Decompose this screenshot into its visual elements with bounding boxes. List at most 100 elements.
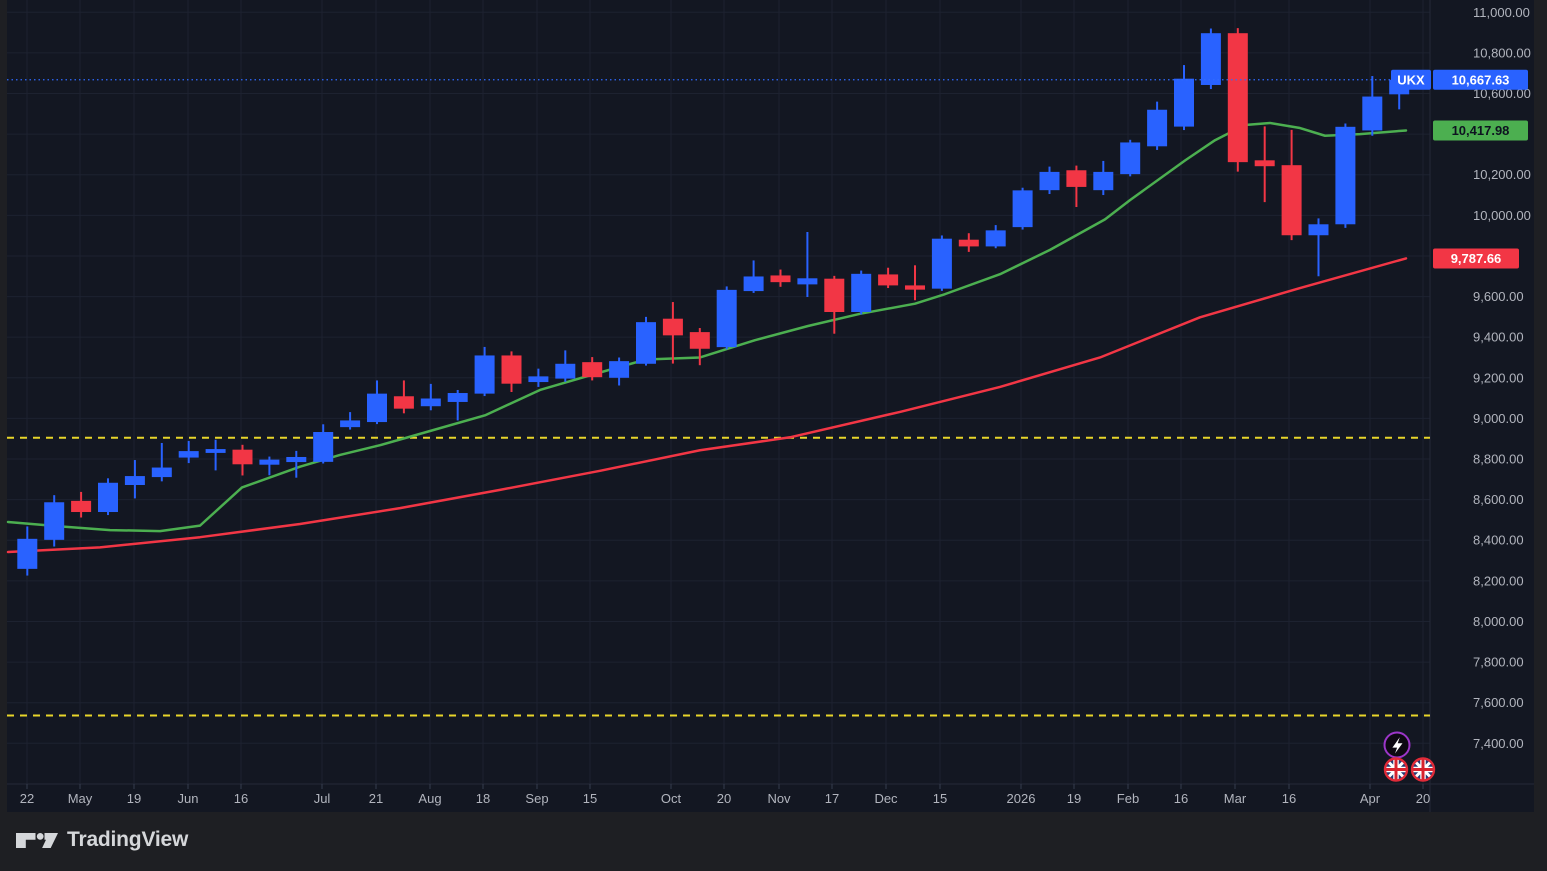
time-axis-label: 19 <box>127 791 141 806</box>
candle-down[interactable] <box>1281 129 1302 241</box>
candles-series <box>17 28 1410 576</box>
time-axis-label: Mar <box>1224 791 1247 806</box>
price-axis-label: 8,400.00 <box>1473 533 1524 548</box>
candle-up[interactable] <box>1362 76 1383 136</box>
candle-body <box>205 449 226 453</box>
candle-up[interactable] <box>716 286 737 350</box>
candle-body <box>743 276 764 292</box>
tradingview-logo[interactable]: TradingView <box>16 828 188 852</box>
candle-up[interactable] <box>1120 139 1141 177</box>
candle-up[interactable] <box>124 460 145 499</box>
candle-body <box>985 230 1006 247</box>
candle-down[interactable] <box>770 269 791 287</box>
candle-body <box>905 285 925 290</box>
candle-body <box>958 239 979 247</box>
chart-widget-background <box>7 0 1534 812</box>
uk-flag-ring <box>1383 757 1409 782</box>
candle-up[interactable] <box>447 389 468 421</box>
candle-body <box>555 363 576 379</box>
symbol-badge-text: UKX <box>1397 72 1425 87</box>
candle-body <box>1012 190 1033 228</box>
candle-body <box>474 355 495 394</box>
symbol-badge: UKX <box>1391 69 1431 90</box>
candle-down[interactable] <box>1227 28 1248 172</box>
candle-up[interactable] <box>1012 187 1033 230</box>
price-axis[interactable]: 11,000.0010,800.0010,600.0010,200.0010,0… <box>1473 5 1531 751</box>
candle-up[interactable] <box>1308 218 1329 277</box>
candle-up[interactable] <box>44 495 65 547</box>
time-axis-label: 2026 <box>1007 791 1036 806</box>
candle-up[interactable] <box>609 357 630 386</box>
candle-up[interactable] <box>851 270 872 315</box>
candle-up[interactable] <box>1335 123 1356 228</box>
candle-down[interactable] <box>689 328 710 366</box>
candle-down[interactable] <box>232 444 253 476</box>
time-axis-label: 18 <box>476 791 490 806</box>
candle-up[interactable] <box>931 235 952 291</box>
candle-up[interactable] <box>1147 101 1168 150</box>
ma-slow-line[interactable] <box>6 257 1408 554</box>
candle-up[interactable] <box>178 440 199 464</box>
candle-down[interactable] <box>958 233 979 252</box>
candle-up[interactable] <box>797 231 818 297</box>
candle-down[interactable] <box>824 275 845 334</box>
candle-up[interactable] <box>286 450 307 478</box>
tradingview-logo-text: TradingView <box>67 828 189 851</box>
price-axis-label: 10,200.00 <box>1473 167 1531 182</box>
uk-flag-icon[interactable] <box>1383 757 1409 782</box>
uk-flag-art <box>1385 759 1407 780</box>
time-axis[interactable]: 22 May 19 Jun 16 Jul 21 Aug 18 Sep 15 Oct 20 Nov 17 Dec… <box>20 791 1430 806</box>
candle-body <box>313 432 334 462</box>
candle-body <box>44 502 65 540</box>
time-axis-label: 16 <box>1282 791 1296 806</box>
candle-up[interactable] <box>98 478 118 516</box>
candle-down[interactable] <box>878 267 899 289</box>
price-axis-label: 7,600.00 <box>1473 695 1524 710</box>
candle-body <box>878 274 899 286</box>
candle-up[interactable] <box>313 424 334 464</box>
ma-fast-badge-background <box>1433 120 1528 141</box>
candle-up[interactable] <box>367 380 387 425</box>
candle-body <box>797 278 818 285</box>
candle-body <box>286 456 307 463</box>
time-axis-label: Jul <box>314 791 331 806</box>
candle-up[interactable] <box>151 442 172 482</box>
candle-down[interactable] <box>662 302 683 364</box>
candle-down[interactable] <box>582 357 603 381</box>
candle-up[interactable] <box>17 526 38 576</box>
uk-flag-icon[interactable] <box>1410 757 1436 782</box>
candle-body <box>1335 126 1356 225</box>
candle-body <box>17 538 38 569</box>
candle-up[interactable] <box>474 346 495 397</box>
candle-up[interactable] <box>1174 65 1194 131</box>
candle-down[interactable] <box>1254 126 1275 203</box>
candle-body <box>367 393 387 423</box>
economic-event-icon[interactable] <box>1383 731 1411 759</box>
candle-up[interactable] <box>340 412 361 430</box>
candle-up[interactable] <box>1039 166 1060 195</box>
candle-body <box>1147 109 1168 147</box>
time-axis-label: 15 <box>583 791 597 806</box>
candle-body <box>71 500 92 513</box>
candle-body <box>609 361 630 378</box>
candle-up[interactable] <box>743 260 764 293</box>
candle-up[interactable] <box>1093 160 1114 196</box>
candle-up[interactable] <box>636 316 656 366</box>
candle-up[interactable] <box>259 456 280 476</box>
candle-down[interactable] <box>1066 165 1087 208</box>
ma-fast-badge-text: 10,417.98 <box>1452 123 1510 138</box>
candle-body <box>151 467 172 478</box>
candle-up[interactable] <box>555 350 576 382</box>
candle-down[interactable] <box>393 380 414 414</box>
candle-down[interactable] <box>501 351 522 393</box>
candle-up[interactable] <box>205 439 226 471</box>
candle-up[interactable] <box>420 383 441 411</box>
candle-up[interactable] <box>528 368 549 387</box>
candle-up[interactable] <box>985 225 1006 249</box>
candle-up[interactable] <box>1200 28 1221 90</box>
candle-down[interactable] <box>71 491 92 518</box>
uk-flag-art <box>1412 759 1434 780</box>
candle-down[interactable] <box>905 265 925 301</box>
candle-body <box>931 238 952 289</box>
